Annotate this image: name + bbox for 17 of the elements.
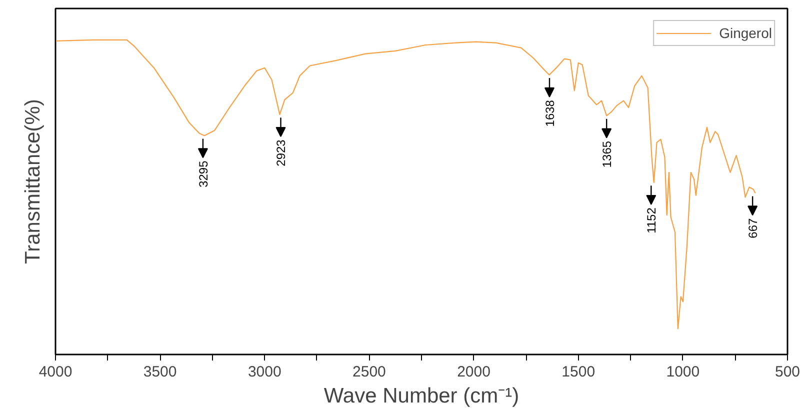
annotation: 2923 — [274, 139, 288, 166]
x-axis-title: Wave Number (cm⁻¹) — [324, 384, 520, 408]
x-tick-label: 2000 — [457, 364, 490, 380]
x-tick-label: 3000 — [248, 364, 282, 380]
x-tick-label: 3500 — [143, 364, 177, 380]
x-tick-label: 2500 — [352, 364, 386, 380]
x-tick-label: 1000 — [666, 364, 700, 380]
x-tick-label: 4000 — [38, 364, 72, 380]
annotation: 1365 — [600, 140, 614, 168]
annotation: 1152 — [644, 207, 659, 234]
annotation: 3295 — [196, 160, 210, 188]
x-tick-label: 500 — [774, 364, 800, 380]
annotation: 667 — [746, 218, 760, 238]
legend-label: Gingerol — [719, 25, 772, 41]
x-tick-label: 1500 — [562, 364, 596, 380]
annotation: 1638 — [542, 100, 557, 127]
y-axis-title: Transmittance(%) — [22, 99, 44, 264]
